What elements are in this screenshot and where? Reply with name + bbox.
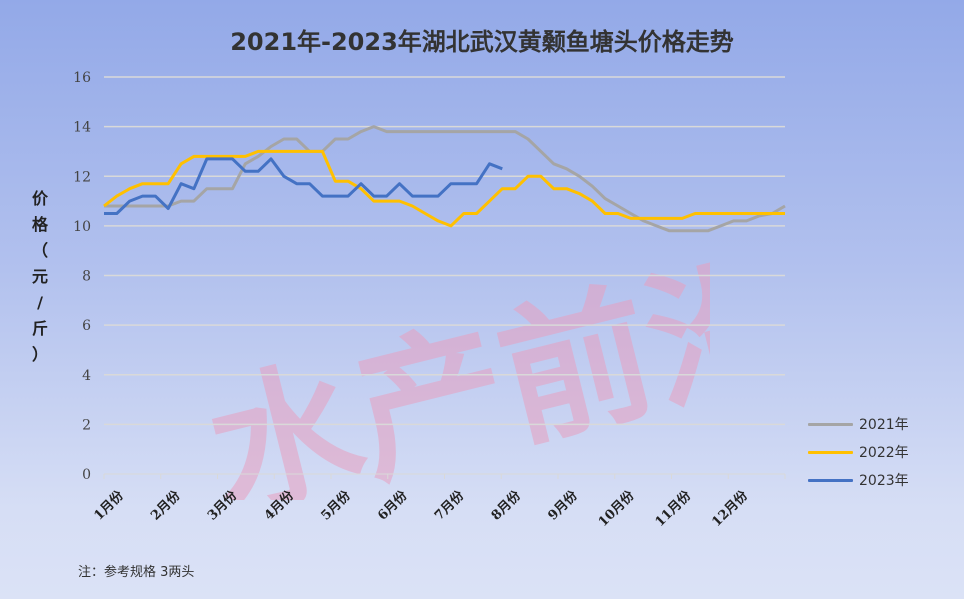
y-tick-label: 16 [73,70,91,86]
y-tick-label: 6 [82,318,91,334]
y-axis-label-char: 价 [31,189,48,208]
x-tick-label: 2月份 [147,487,184,524]
y-axis-label-char: 斤 [31,319,48,338]
x-tick-label: 8月份 [488,487,525,524]
x-tick-label: 3月份 [204,487,241,524]
y-axis-label-char: / [37,293,43,312]
y-axis-label-char: 格 [31,215,48,234]
y-tick-label: 12 [73,169,91,185]
chart-title: 2021年-2023年湖北武汉黄颡鱼塘头价格走势 [230,28,734,56]
y-tick-label: 0 [82,467,91,483]
x-tick-label: 4月份 [261,487,298,524]
legend-label: 2022年 [859,445,909,461]
legend-label: 2021年 [859,417,909,433]
y-axis-label-char: 元 [31,267,48,286]
series-line-2023年[interactable] [104,157,503,215]
x-tick-label: 12月份 [709,487,752,530]
y-axis-ticks: 0 2 4 6 8 10 12 14 16 [73,70,91,483]
x-tick-label: 5月份 [318,487,355,524]
x-tick-label: 10月份 [595,487,638,530]
y-tick-label: 4 [82,368,91,384]
x-axis: 1月份 2月份 3月份 4月份 5月份 6月份 7月份 8月份 9月份 10月份 11月份 12月份 [91,474,786,530]
x-tick-label: 9月份 [545,487,582,524]
x-tick-label: 6月份 [374,487,411,524]
y-axis-label: 价 格 （ 元 / 斤 ） [28,186,52,368]
x-tick-label: 1月份 [91,487,128,524]
series-line-2022年[interactable] [103,149,785,228]
y-axis-label-char: ） [31,345,48,364]
x-tick-label: 11月份 [652,487,695,530]
x-tick-label: 7月份 [431,487,468,524]
y-tick-label: 8 [82,269,91,285]
y-tick-label: 2 [82,417,91,433]
legend: 2021年 2022年 2023年 [808,410,909,494]
y-axis-label-char: （ [31,241,48,260]
legend-item-2021[interactable]: 2021年 [808,410,909,438]
legend-swatch-2022 [808,450,853,454]
legend-item-2023[interactable]: 2023年 [808,466,909,494]
legend-swatch-2021 [808,422,853,426]
series-line-2021年[interactable] [104,125,786,233]
series-lines [103,125,786,233]
y-tick-label: 14 [73,120,91,136]
gridlines [104,76,785,475]
legend-swatch-2023 [808,478,853,482]
footnote: 注：参考规格 3两头 [78,565,195,580]
legend-item-2022[interactable]: 2022年 [808,438,909,466]
y-tick-label: 10 [73,219,91,235]
legend-label: 2023年 [859,473,909,489]
